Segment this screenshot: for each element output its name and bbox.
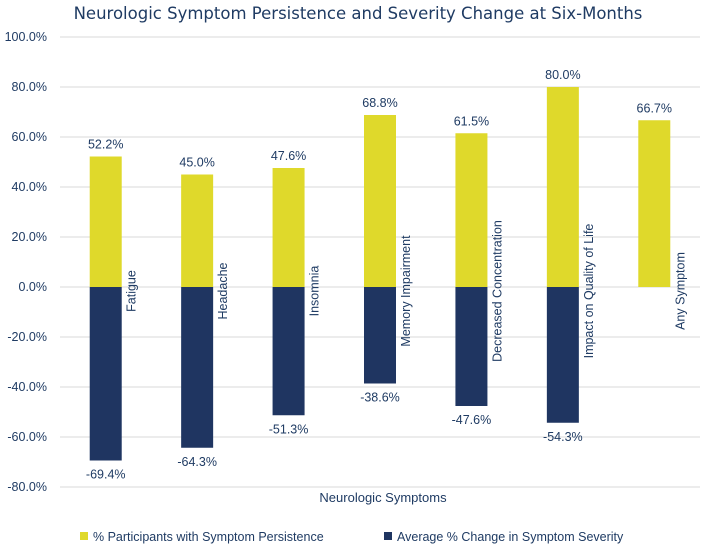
category-label-fatigue: Fatigue	[125, 270, 139, 312]
data-label-severity-decreased-concentration: -47.6%	[452, 413, 492, 427]
data-label-severity-insomnia: -51.3%	[269, 422, 309, 436]
data-label-severity-memory-impairment: -38.6%	[360, 391, 400, 405]
bars	[89, 87, 671, 461]
data-label-persistence-decreased-concentration: 61.5%	[454, 114, 489, 128]
bar-persistence-insomnia	[272, 168, 305, 287]
bar-persistence-memory-impairment	[364, 115, 396, 287]
data-label-severity-headache: -64.3%	[177, 455, 217, 469]
legend-swatch-persistence	[80, 532, 88, 540]
data-label-persistence-impact-on-quality-of-life: 80.0%	[545, 68, 580, 82]
y-tick-label: 0.0%	[19, 280, 48, 294]
data-label-persistence-any-symptom: 66.7%	[637, 101, 672, 115]
bar-severity-fatigue	[89, 287, 122, 461]
category-label-headache: Headache	[216, 262, 230, 319]
x-axis-label: Neurologic Symptoms	[319, 490, 447, 505]
y-tick-label: -80.0%	[7, 480, 47, 494]
bar-severity-memory-impairment	[364, 287, 396, 384]
y-tick-label: -60.0%	[7, 430, 47, 444]
data-label-persistence-memory-impairment: 68.8%	[362, 96, 397, 110]
y-tick-label: 100.0%	[5, 30, 47, 44]
y-tick-label: -40.0%	[7, 380, 47, 394]
category-label-insomnia: Insomnia	[308, 266, 322, 317]
category-labels: Fatigue Headache Insomnia Memory Impairment…	[125, 220, 688, 362]
category-label-impact-on-quality-of-life: Impact on Quality of Life	[582, 224, 596, 359]
bar-severity-insomnia	[272, 287, 305, 416]
legend-label-severity: Average % Change in Symptom Severity	[397, 530, 624, 544]
bar-severity-headache	[181, 287, 214, 448]
bar-persistence-any-symptom	[638, 120, 671, 287]
bar-severity-decreased-concentration	[455, 287, 488, 406]
y-tick-label: 20.0%	[12, 230, 47, 244]
y-tick-label: -20.0%	[7, 330, 47, 344]
data-labels: 52.2% 45.0% 47.6% 68.8% 61.5% 80.0% 66.7% -69.4…	[86, 68, 672, 482]
data-label-persistence-fatigue: 52.2%	[88, 138, 123, 152]
category-label-decreased-concentration: Decreased Concentration	[490, 220, 504, 362]
bar-persistence-decreased-concentration	[455, 133, 488, 287]
category-label-any-symptom: Any Symptom	[673, 252, 687, 330]
y-tick-label: 80.0%	[12, 80, 47, 94]
bar-persistence-impact-on-quality-of-life	[546, 87, 579, 287]
legend: % Participants with Symptom Persistence …	[80, 530, 624, 544]
bar-severity-impact-on-quality-of-life	[546, 287, 579, 423]
y-tick-label: 40.0%	[12, 180, 47, 194]
data-label-persistence-headache: 45.0%	[179, 156, 214, 170]
chart-title: Neurologic Symptom Persistence and Sever…	[74, 4, 643, 23]
bar-persistence-headache	[181, 174, 214, 287]
y-axis-ticks: 100.0% 80.0% 60.0% 40.0% 20.0% 0.0% -20.0% -40.…	[5, 30, 47, 494]
data-label-severity-impact-on-quality-of-life: -54.3%	[543, 430, 583, 444]
data-label-persistence-insomnia: 47.6%	[271, 149, 306, 163]
legend-label-persistence: % Participants with Symptom Persistence	[93, 530, 324, 544]
data-label-severity-fatigue: -69.4%	[86, 468, 126, 482]
category-label-memory-impairment: Memory Impairment	[399, 235, 413, 347]
bar-persistence-fatigue	[89, 156, 122, 287]
y-tick-label: 60.0%	[12, 130, 47, 144]
legend-swatch-severity	[384, 532, 392, 540]
